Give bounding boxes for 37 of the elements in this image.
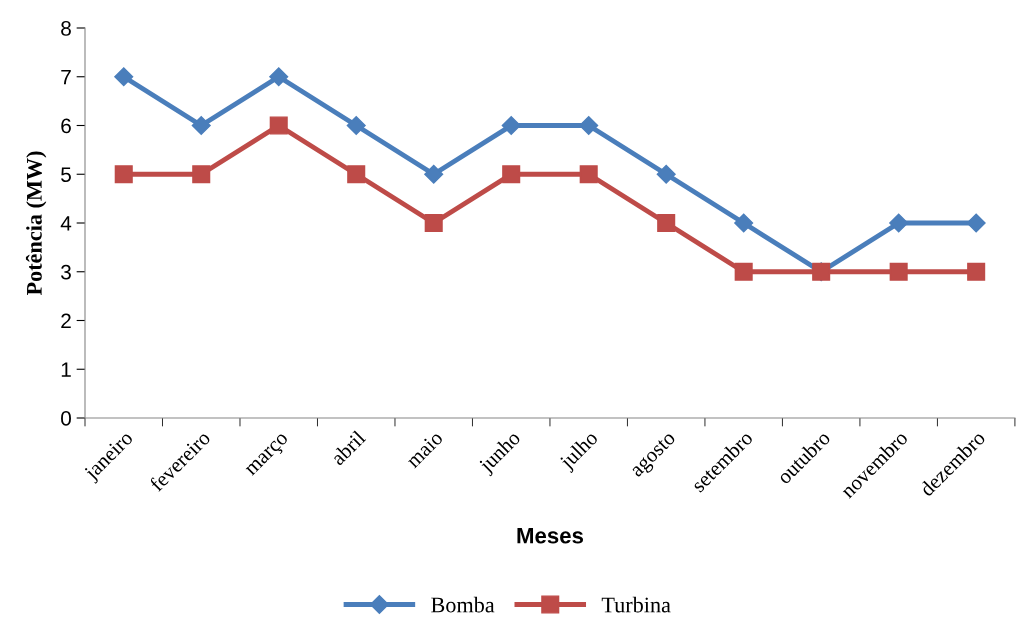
point	[424, 213, 443, 233]
point	[114, 67, 134, 87]
point	[269, 67, 289, 87]
point	[734, 213, 754, 233]
point	[967, 262, 986, 281]
point	[656, 164, 676, 184]
point	[424, 164, 444, 184]
point	[346, 115, 366, 136]
y-tick-label: 6	[61, 118, 71, 134]
point	[734, 262, 753, 281]
point	[502, 165, 521, 184]
point	[966, 213, 986, 233]
x-tick-label: maio	[405, 430, 444, 469]
point	[657, 213, 676, 233]
legend-label: Turbina	[601, 596, 671, 613]
x-axis-title: Meses	[517, 528, 584, 544]
point	[269, 116, 288, 135]
point	[347, 165, 366, 184]
point	[501, 115, 521, 136]
y-tick-label: 3	[61, 264, 71, 280]
y-tick-label: 7	[61, 69, 71, 85]
y-tick-label: 4	[60, 216, 72, 231]
point	[579, 165, 598, 184]
point	[889, 262, 908, 281]
point	[579, 115, 599, 136]
y-tick-label: 0	[61, 411, 71, 426]
point	[114, 165, 133, 184]
y-tick-label: 1	[61, 362, 71, 377]
y-tick-label: 8	[61, 21, 71, 36]
y-tick-label: 5	[61, 167, 71, 182]
x-tick-label: abril	[329, 429, 367, 466]
point	[192, 165, 211, 184]
point	[191, 115, 211, 136]
point	[889, 213, 909, 233]
y-tick-label: 2	[61, 313, 71, 329]
y-axis-title: Potência (MW)	[25, 151, 47, 296]
legend-label: Bomba	[431, 596, 495, 613]
